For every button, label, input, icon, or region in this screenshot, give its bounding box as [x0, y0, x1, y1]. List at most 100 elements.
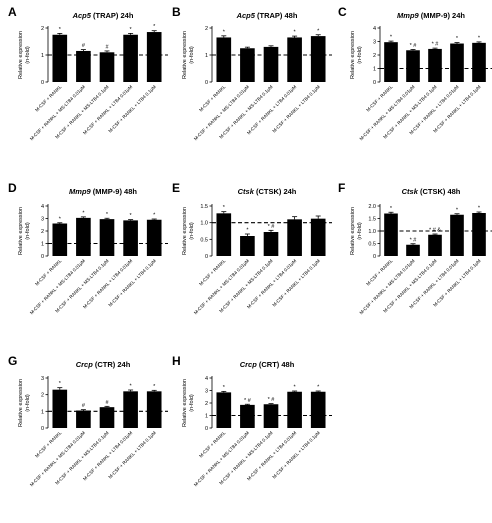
bar: [99, 52, 115, 82]
bar: [99, 407, 115, 428]
y-tick-label: 0: [41, 254, 44, 260]
bar: [52, 223, 68, 256]
y-axis-label-unit: (n-fold): [357, 222, 363, 240]
panel-letter: E: [172, 181, 180, 195]
y-axis-label-unit: (n-fold): [25, 222, 31, 240]
panel-g: G Crcp (CTR) 24h Relative expression (n-fol…: [8, 354, 168, 487]
bar: [428, 48, 442, 82]
bar: [263, 404, 279, 428]
significance-label: *: [456, 36, 459, 42]
panel-title-gene: Crcp: [240, 360, 258, 369]
panel-title-rest: (CTSK) 48h: [418, 187, 461, 196]
significance-label: *: [59, 381, 62, 387]
y-axis-label: Relative expression: [18, 379, 24, 427]
significance-label: *: [130, 27, 133, 33]
bar: [287, 37, 302, 82]
y-tick-label: 1: [41, 53, 44, 59]
significance-label: #: [105, 400, 109, 406]
y-tick-label: 3: [205, 389, 208, 395]
bar: [472, 42, 486, 82]
significance-label: *: [317, 385, 320, 391]
y-axis-label: Relative expression: [350, 31, 356, 79]
bar: [76, 217, 91, 256]
y-tick-label: 1.0: [200, 221, 208, 227]
bar: [146, 32, 162, 82]
x-tick-label: M-CSF + RANKL + LTB4 0.1μM: [107, 84, 157, 134]
y-tick-label: 1.5: [200, 204, 208, 210]
y-tick-label: 3: [41, 217, 44, 223]
y-tick-label: 0: [205, 426, 208, 432]
significance-label: *: [390, 35, 393, 41]
significance-label: *: [59, 27, 62, 33]
y-tick-label: 2: [205, 26, 208, 32]
y-axis-label-unit: (n-fold): [25, 394, 31, 412]
y-axis-label: Relative expression: [350, 207, 356, 255]
bar: [146, 391, 162, 428]
bar: [428, 234, 442, 256]
bar: [99, 219, 115, 256]
x-tick-label: M-CSF + RANKL + LTB4 0.1μM: [271, 84, 321, 134]
bar: [240, 48, 255, 82]
panel-title: Mmp9 (MMP-9) 24h: [397, 11, 465, 20]
bar: [450, 43, 464, 82]
significance-label: * #: [410, 237, 418, 243]
significance-label: *: [456, 207, 459, 213]
y-tick-label: 2.0: [368, 204, 376, 210]
bar: [263, 232, 279, 256]
bar: [76, 50, 91, 82]
bar: [310, 391, 326, 428]
y-axis-label-unit: (n-fold): [189, 394, 195, 412]
panel-title: Acp5 (TRAP) 24h: [72, 11, 134, 20]
significance-label: *: [59, 216, 62, 222]
panel-title-gene: Mmp9: [69, 187, 91, 196]
panel-title: Mmp9 (MMP-9) 48h: [69, 187, 137, 196]
y-tick-label: 4: [41, 204, 44, 210]
significance-label: * #: [410, 43, 418, 49]
y-tick-label: 0.5: [200, 237, 208, 243]
panel-title-gene: Acp5: [72, 11, 92, 20]
significance-label: *: [246, 228, 249, 234]
significance-label: *: [294, 30, 297, 36]
panel-letter: B: [172, 5, 181, 19]
panel-title: Ctsk (CTSK) 48h: [402, 187, 461, 196]
panel-f: F Ctsk (CTSK) 48h Relative expression (n-fo…: [338, 181, 492, 315]
significance-label: *: [294, 385, 297, 391]
x-tick-label: M-CSF + RANKL + LTB4 0.1μM: [432, 84, 482, 134]
bar: [472, 213, 486, 256]
significance-label: *: [223, 205, 226, 211]
panel-title-rest: (CTSK) 24h: [254, 187, 297, 196]
significance-label: *: [106, 212, 109, 218]
bar: [310, 218, 326, 256]
significance-label: #: [82, 403, 86, 409]
panel-title: Ctsk (CTSK) 24h: [238, 187, 297, 196]
y-tick-label: 1: [41, 242, 44, 248]
panel-letter: G: [8, 354, 17, 368]
y-tick-label: 3: [373, 40, 376, 46]
panel-title: Crcp (CRT) 48h: [240, 360, 295, 369]
bar: [216, 213, 232, 256]
panel-title-gene: Crcp: [76, 360, 94, 369]
significance-label: *: [478, 206, 481, 212]
y-tick-label: 1: [205, 53, 208, 59]
significance-label: * #: [268, 224, 276, 230]
y-tick-label: 2: [41, 26, 44, 32]
significance-label: *: [82, 210, 85, 216]
panel-e: E Ctsk (CTSK) 24h Relative expression (n-fo…: [172, 181, 332, 315]
y-axis-label-unit: (n-fold): [189, 222, 195, 240]
significance-label: #: [105, 44, 109, 50]
significance-label: * #: [244, 398, 252, 404]
panel-d: D Mmp9 (MMP-9) 48h Relative expression (n-f…: [8, 181, 168, 315]
panel-letter: F: [338, 181, 345, 195]
bar: [123, 34, 138, 82]
x-tick-label: M-CSF + RANKL + LTB4 0.01μM: [82, 84, 133, 135]
y-tick-label: 2: [373, 53, 376, 59]
panel-b: B Acp5 (TRAP) 48h Relative expression (n-fo…: [172, 5, 332, 141]
panel-title-gene: Ctsk: [238, 187, 255, 196]
panel-letter: H: [172, 354, 181, 368]
panel-letter: A: [8, 5, 17, 19]
bar: [216, 392, 232, 428]
panel-c: C Mmp9 (MMP-9) 24h Relative expression (n-f…: [338, 5, 492, 141]
bar: [146, 219, 162, 256]
